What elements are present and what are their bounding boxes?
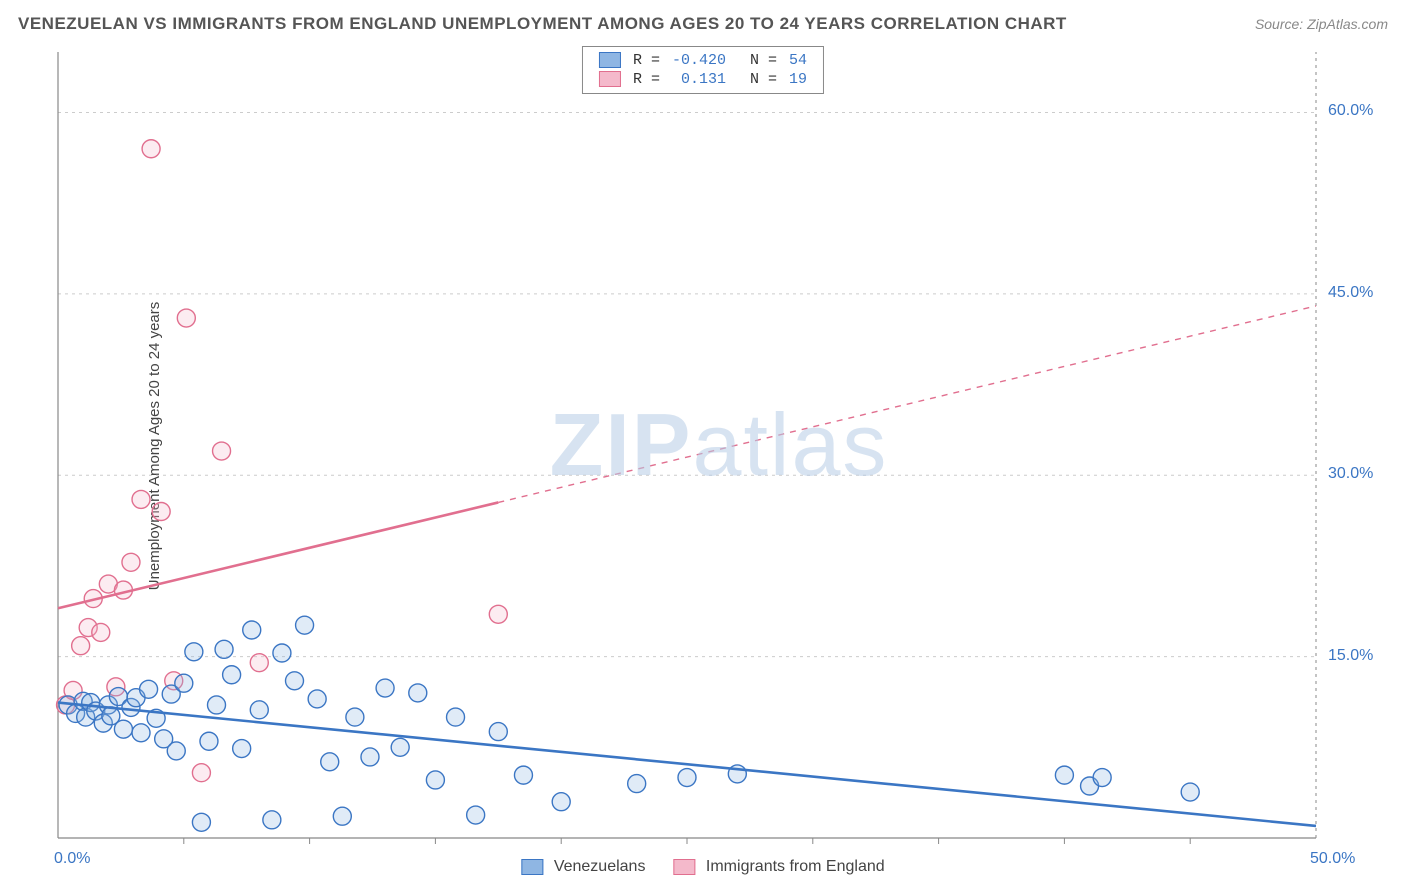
legend-label-pink: Immigrants from England — [706, 858, 885, 875]
header: VENEZUELAN VS IMMIGRANTS FROM ENGLAND UN… — [18, 14, 1388, 34]
r-value-pink: 0.131 — [666, 70, 732, 89]
y-tick-label: 15.0% — [1328, 647, 1373, 665]
swatch-pink — [599, 71, 621, 87]
swatch-blue — [599, 52, 621, 68]
n-value-blue: 54 — [783, 51, 813, 70]
n-label: N = — [744, 51, 783, 70]
legend-item-pink: Immigrants from England — [673, 858, 884, 876]
legend-row-pink: R = 0.131 N = 19 — [593, 70, 813, 89]
scatter-chart — [52, 46, 1386, 844]
swatch-blue — [521, 859, 543, 875]
x-tick-label: 50.0% — [1310, 850, 1355, 868]
r-label: R = — [627, 70, 666, 89]
series-legend: Venezuelans Immigrants from England — [521, 858, 884, 876]
legend-item-blue: Venezuelans — [521, 858, 645, 876]
plot-area: ZIPatlas — [52, 46, 1386, 844]
n-label: N = — [744, 70, 783, 89]
swatch-pink — [673, 859, 695, 875]
legend-label-blue: Venezuelans — [554, 858, 646, 875]
y-tick-label: 60.0% — [1328, 102, 1373, 120]
correlation-legend: R = -0.420 N = 54 R = 0.131 N = 19 — [582, 46, 824, 94]
r-label: R = — [627, 51, 666, 70]
r-value-blue: -0.420 — [666, 51, 732, 70]
x-tick-label: 0.0% — [54, 850, 90, 868]
legend-row-blue: R = -0.420 N = 54 — [593, 51, 813, 70]
y-tick-label: 45.0% — [1328, 284, 1373, 302]
chart-title: VENEZUELAN VS IMMIGRANTS FROM ENGLAND UN… — [18, 14, 1067, 34]
y-tick-label: 30.0% — [1328, 465, 1373, 483]
n-value-pink: 19 — [783, 70, 813, 89]
source-credit: Source: ZipAtlas.com — [1255, 16, 1388, 32]
